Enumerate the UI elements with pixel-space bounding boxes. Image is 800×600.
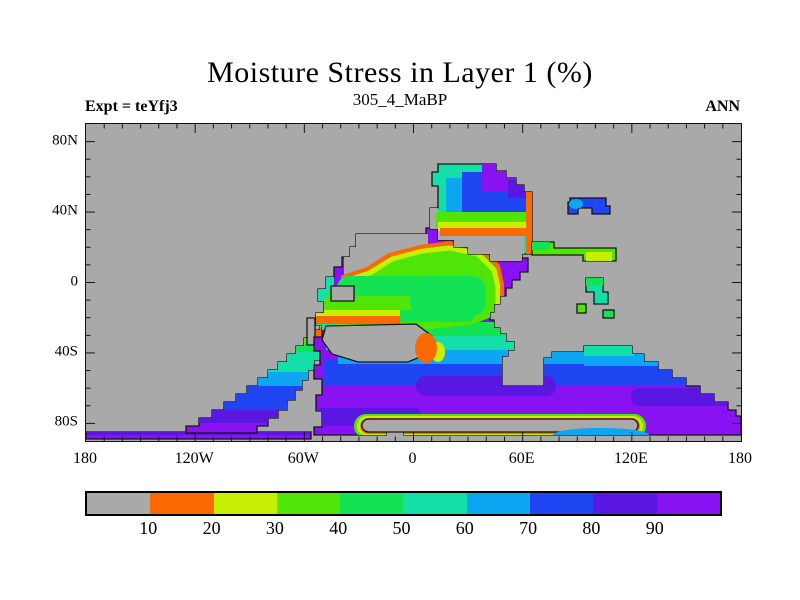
map-region: [343, 245, 501, 307]
colorbar-tick-label: 30: [265, 518, 284, 538]
map-region: [338, 276, 424, 296]
colorbar-segment: [593, 493, 657, 514]
colorbar-tick-label: 40: [329, 518, 348, 538]
colorbar-tick-label: 80: [582, 518, 601, 538]
colorbar-tick-label: 70: [519, 518, 538, 538]
map-region: [186, 386, 332, 411]
map-region: [576, 303, 587, 314]
colorbar-segment: [340, 493, 404, 514]
colorbar-segment: [403, 493, 467, 514]
map-region: [569, 199, 583, 209]
map-region: [586, 252, 612, 261]
colorbar-segment: [656, 493, 720, 514]
x-tick-label: 180: [728, 450, 752, 467]
map-region: [416, 376, 556, 396]
map-region: [631, 388, 731, 406]
x-tick-label: 120E: [613, 450, 648, 467]
colorbar-labels: 10 20 30 40 50 60 70 80 90: [85, 518, 722, 542]
map-region: [361, 418, 639, 433]
map-region: [314, 310, 400, 319]
colorbar-segment: [530, 493, 594, 514]
map-region: [553, 428, 649, 435]
map-region: [341, 241, 504, 304]
map-region: [321, 323, 433, 363]
map-region: [526, 182, 532, 254]
y-tick-label: 40S: [54, 343, 78, 360]
map-region: [314, 316, 400, 324]
season-label: ANN: [705, 98, 740, 115]
y-tick-label: 80S: [54, 413, 78, 430]
map-region: [586, 278, 603, 286]
map-region: [415, 333, 437, 363]
colorbar-tick-label: 90: [645, 518, 664, 538]
map-region: [438, 222, 532, 231]
y-tick-label: 40N: [52, 202, 78, 219]
contour-map: [86, 124, 741, 441]
map-region: [584, 346, 634, 356]
colorbar-segment: [213, 493, 277, 514]
map-plot-area: [85, 123, 742, 442]
x-tick-label: 60E: [508, 450, 535, 467]
map-region: [330, 285, 355, 302]
map-region: [440, 228, 532, 236]
x-tick-label: 120W: [174, 450, 214, 467]
x-tick-label: 60W: [287, 450, 319, 467]
colorbar-tick-label: 10: [139, 518, 158, 538]
colorbar-segment: [276, 493, 341, 514]
colorbar-segment: [466, 493, 531, 514]
colorbar-tick-label: 20: [202, 518, 221, 538]
map-region: [602, 309, 615, 319]
x-tick-label: 0: [408, 450, 417, 467]
chart-subtitle: 305_4_MaBP: [352, 90, 448, 109]
colorbar-tick-label: 50: [392, 518, 411, 538]
colorbar-segment: [87, 493, 151, 514]
map-region: [532, 242, 550, 250]
y-tick-label: 0: [70, 273, 79, 289]
experiment-label: Expt = teYfj3: [85, 98, 178, 115]
map-region: [410, 276, 486, 316]
colorbar-segment: [150, 493, 214, 514]
y-tick-label: 80N: [52, 132, 78, 149]
map-region: [186, 352, 332, 372]
x-tick-label: 180: [73, 450, 97, 467]
colorbar-tick-label: 60: [455, 518, 474, 538]
colorbar: [85, 491, 722, 516]
chart-title: Moisture Stress in Layer 1 (%): [207, 56, 593, 89]
